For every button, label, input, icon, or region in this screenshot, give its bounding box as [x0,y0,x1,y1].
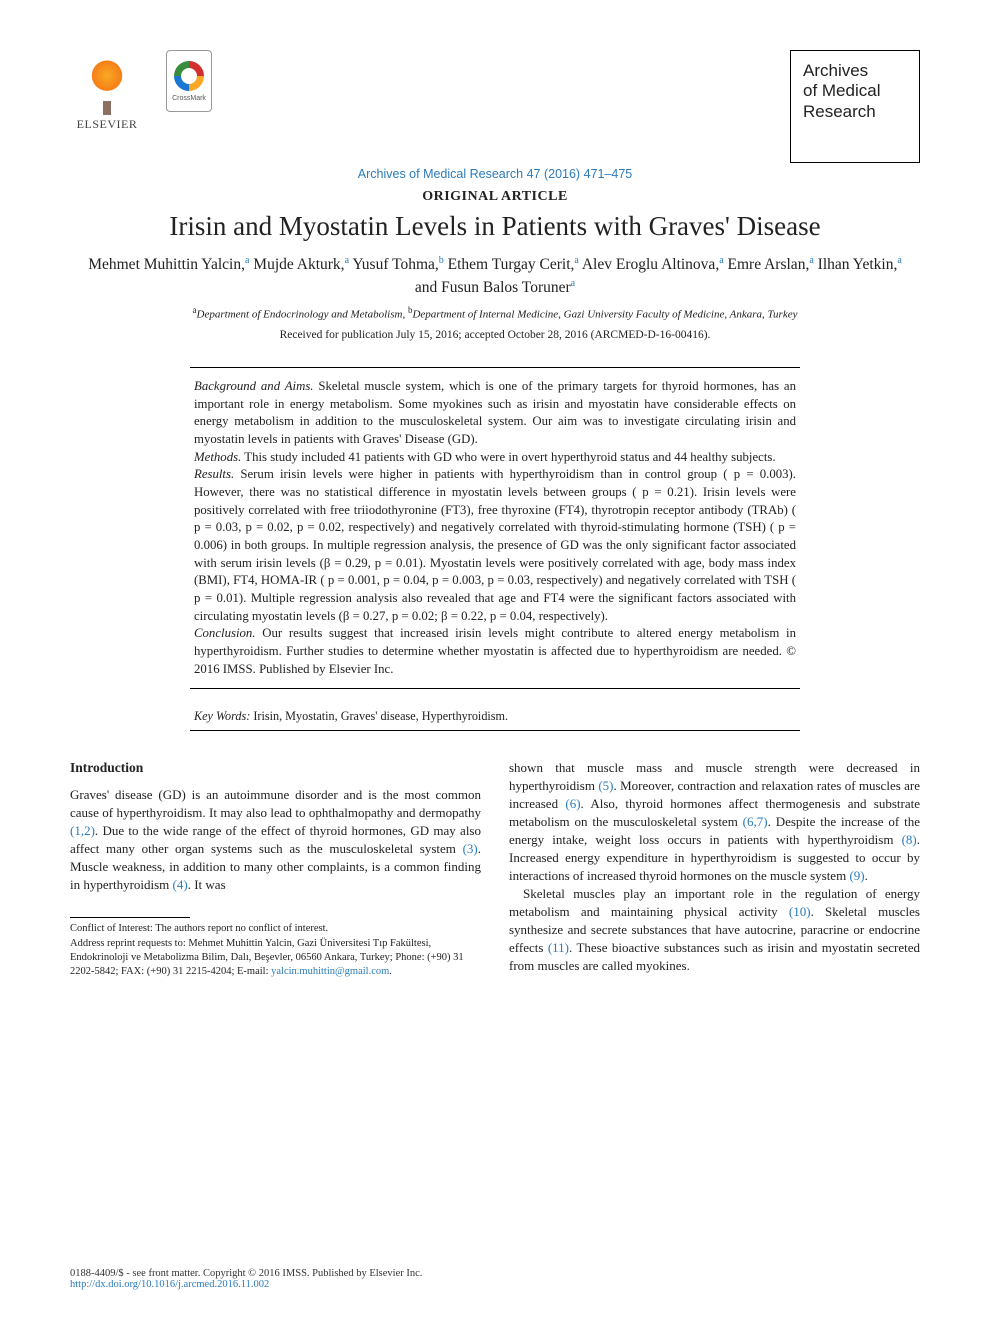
corresponding-author: Address reprint requests to: Mehmet Muhi… [70,937,481,980]
page-header: ELSEVIER CrossMark Archives of Medical R… [70,50,920,163]
journal-box-line-2: of Medical [803,81,907,101]
abstract-conclusion-text: Our results suggest that increased irisi… [194,626,796,675]
crossmark-icon [174,61,204,91]
crossmark-label: CrossMark [172,95,206,102]
received-dates: Received for publication July 15, 2016; … [70,329,920,341]
keywords: Key Words: Irisin, Myostatin, Graves' di… [190,707,800,731]
abstract-conclusion-label: Conclusion. [194,626,256,640]
journal-box-line-1: Archives [803,61,907,81]
journal-title-box: Archives of Medical Research [790,50,920,163]
elsevier-tree-icon [78,50,136,107]
citation-3[interactable]: (3) [463,841,478,856]
elsevier-logo-text: ELSEVIER [77,117,138,132]
author-list: Mehmet Muhittin Yalcin,a Mujde Akturk,a … [80,254,910,299]
article-title: Irisin and Myostatin Levels in Patients … [110,211,880,242]
citation-9[interactable]: (9) [849,868,864,883]
column-left: Introduction Graves' disease (GD) is an … [70,759,481,979]
journal-box-line-3: Research [803,102,907,122]
citation-1-2[interactable]: (1,2) [70,823,95,838]
abstract-methods-text: This study included 41 patients with GD … [241,450,775,464]
journal-reference-link[interactable]: Archives of Medical Research 47 (2016) 4… [70,167,920,181]
abstract-methods: Methods. This study included 41 patients… [194,449,796,467]
abstract-methods-label: Methods. [194,450,241,464]
keywords-text: Irisin, Myostatin, Graves' disease, Hype… [250,709,508,723]
abstract-background: Background and Aims. Skeletal muscle sys… [194,378,796,449]
abstract-results-label: Results. [194,467,234,481]
citation-8[interactable]: (8) [902,832,917,847]
citation-10[interactable]: (10) [789,904,811,919]
crossmark-badge[interactable]: CrossMark [166,50,212,112]
introduction-heading: Introduction [70,759,481,778]
article-type: ORIGINAL ARTICLE [70,189,920,205]
abstract-background-label: Background and Aims. [194,379,314,393]
abstract-conclusion: Conclusion. Our results suggest that inc… [194,625,796,678]
footnotes: Conflict of Interest: The authors report… [70,922,481,979]
citation-4[interactable]: (4) [173,877,188,892]
abstract-results-text: Serum irisin levels were higher in patie… [194,467,796,622]
header-left-logos: ELSEVIER CrossMark [70,50,212,132]
affiliations: aDepartment of Endocrinology and Metabol… [70,305,920,321]
footnote-separator [70,917,190,918]
column-right: shown that muscle mass and muscle streng… [509,759,920,979]
keywords-label: Key Words: [194,709,250,723]
citation-6-7[interactable]: (6,7) [743,814,768,829]
copyright-line: 0188-4409/$ - see front matter. Copyrigh… [70,1268,920,1279]
elsevier-logo: ELSEVIER [70,50,144,132]
conflict-of-interest: Conflict of Interest: The authors report… [70,922,481,936]
citation-11[interactable]: (11) [548,940,569,955]
doi-link[interactable]: http://dx.doi.org/10.1016/j.arcmed.2016.… [70,1279,269,1290]
author-email-link[interactable]: yalcin.muhittin@gmail.com [271,966,389,977]
intro-paragraph-2: Skeletal muscles play an important role … [509,885,920,975]
page-footer: 0188-4409/$ - see front matter. Copyrigh… [70,1268,920,1290]
citation-6[interactable]: (6) [565,796,580,811]
abstract: Background and Aims. Skeletal muscle sys… [190,367,800,689]
intro-paragraph-1-cont: shown that muscle mass and muscle streng… [509,759,920,885]
abstract-results: Results. Serum irisin levels were higher… [194,466,796,625]
intro-paragraph-1: Graves' disease (GD) is an autoimmune di… [70,786,481,894]
body-columns: Introduction Graves' disease (GD) is an … [70,759,920,979]
citation-5[interactable]: (5) [598,778,613,793]
